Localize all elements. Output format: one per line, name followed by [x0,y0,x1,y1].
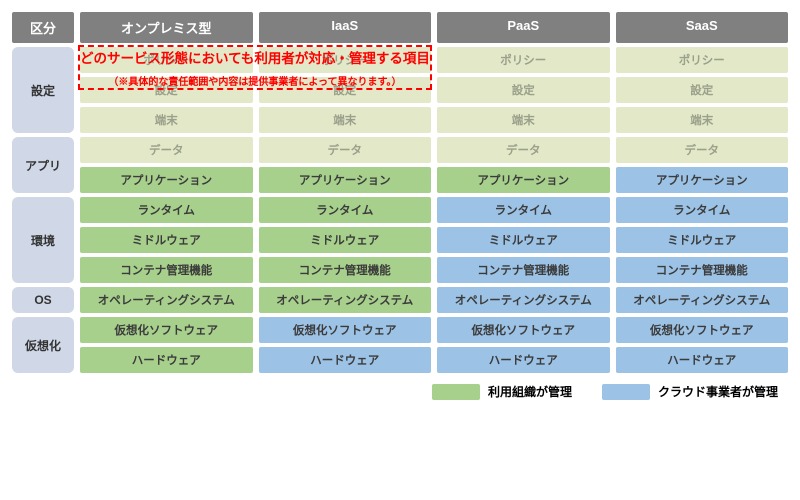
row_app-col-2: アプリケーション [437,167,610,193]
row_policy-col-0: ポリシー [80,47,253,73]
row_policy-col-3: ポリシー [616,47,789,73]
row_hardware-col-0: ハードウェア [80,347,253,373]
legend-swatch-user [432,384,480,400]
row_virtsoft-col-0: 仮想化ソフトウェア [80,317,253,343]
row_middleware-col-3: ミドルウェア [616,227,789,253]
row_container-col-3: コンテナ管理機能 [616,257,789,283]
row_runtime-col-3: ランタイム [616,197,789,223]
header-col-1: オンプレミス型 [80,12,253,43]
row-group-4: 仮想化 [12,317,74,373]
row_app-col-1: アプリケーション [259,167,432,193]
legend-item-cloud: クラウド事業者が管理 [602,383,778,400]
responsibility-matrix: 区分オンプレミス型IaaSPaaSSaaS設定ポリシーポリシーポリシーポリシー設… [12,12,788,373]
row-group-3: OS [12,287,74,313]
row_settings-col-2: 設定 [437,77,610,103]
legend: 利用組織が管理 クラウド事業者が管理 [12,383,788,400]
row_policy-col-2: ポリシー [437,47,610,73]
row_terminal-col-1: 端末 [259,107,432,133]
row_container-col-0: コンテナ管理機能 [80,257,253,283]
legend-label-cloud: クラウド事業者が管理 [658,383,778,400]
row_settings-col-0: 設定 [80,77,253,103]
row-group-0: 設定 [12,47,74,133]
header-category: 区分 [12,12,74,43]
row_hardware-col-1: ハードウェア [259,347,432,373]
header-col-2: IaaS [259,12,432,43]
legend-swatch-cloud [602,384,650,400]
row_hardware-col-2: ハードウェア [437,347,610,373]
header-col-4: SaaS [616,12,789,43]
row_app-col-0: アプリケーション [80,167,253,193]
row_terminal-col-0: 端末 [80,107,253,133]
row_os-col-0: オペレーティングシステム [80,287,253,313]
row_terminal-col-3: 端末 [616,107,789,133]
row_middleware-col-0: ミドルウェア [80,227,253,253]
legend-label-user: 利用組織が管理 [488,383,572,400]
row_settings-col-3: 設定 [616,77,789,103]
row_virtsoft-col-2: 仮想化ソフトウェア [437,317,610,343]
row_middleware-col-2: ミドルウェア [437,227,610,253]
row_hardware-col-3: ハードウェア [616,347,789,373]
row_os-col-2: オペレーティングシステム [437,287,610,313]
row_virtsoft-col-3: 仮想化ソフトウェア [616,317,789,343]
row_os-col-3: オペレーティングシステム [616,287,789,313]
row_virtsoft-col-1: 仮想化ソフトウェア [259,317,432,343]
row_os-col-1: オペレーティングシステム [259,287,432,313]
row_settings-col-1: 設定 [259,77,432,103]
header-col-3: PaaS [437,12,610,43]
row_middleware-col-1: ミドルウェア [259,227,432,253]
row_runtime-col-1: ランタイム [259,197,432,223]
row_data-col-0: データ [80,137,253,163]
row_policy-col-1: ポリシー [259,47,432,73]
row_container-col-2: コンテナ管理機能 [437,257,610,283]
row-group-2: 環境 [12,197,74,283]
row_app-col-3: アプリケーション [616,167,789,193]
row_runtime-col-0: ランタイム [80,197,253,223]
row_data-col-2: データ [437,137,610,163]
row_data-col-1: データ [259,137,432,163]
row_data-col-3: データ [616,137,789,163]
row_container-col-1: コンテナ管理機能 [259,257,432,283]
row-group-1: アプリ [12,137,74,193]
row_runtime-col-2: ランタイム [437,197,610,223]
row_terminal-col-2: 端末 [437,107,610,133]
legend-item-user: 利用組織が管理 [432,383,572,400]
